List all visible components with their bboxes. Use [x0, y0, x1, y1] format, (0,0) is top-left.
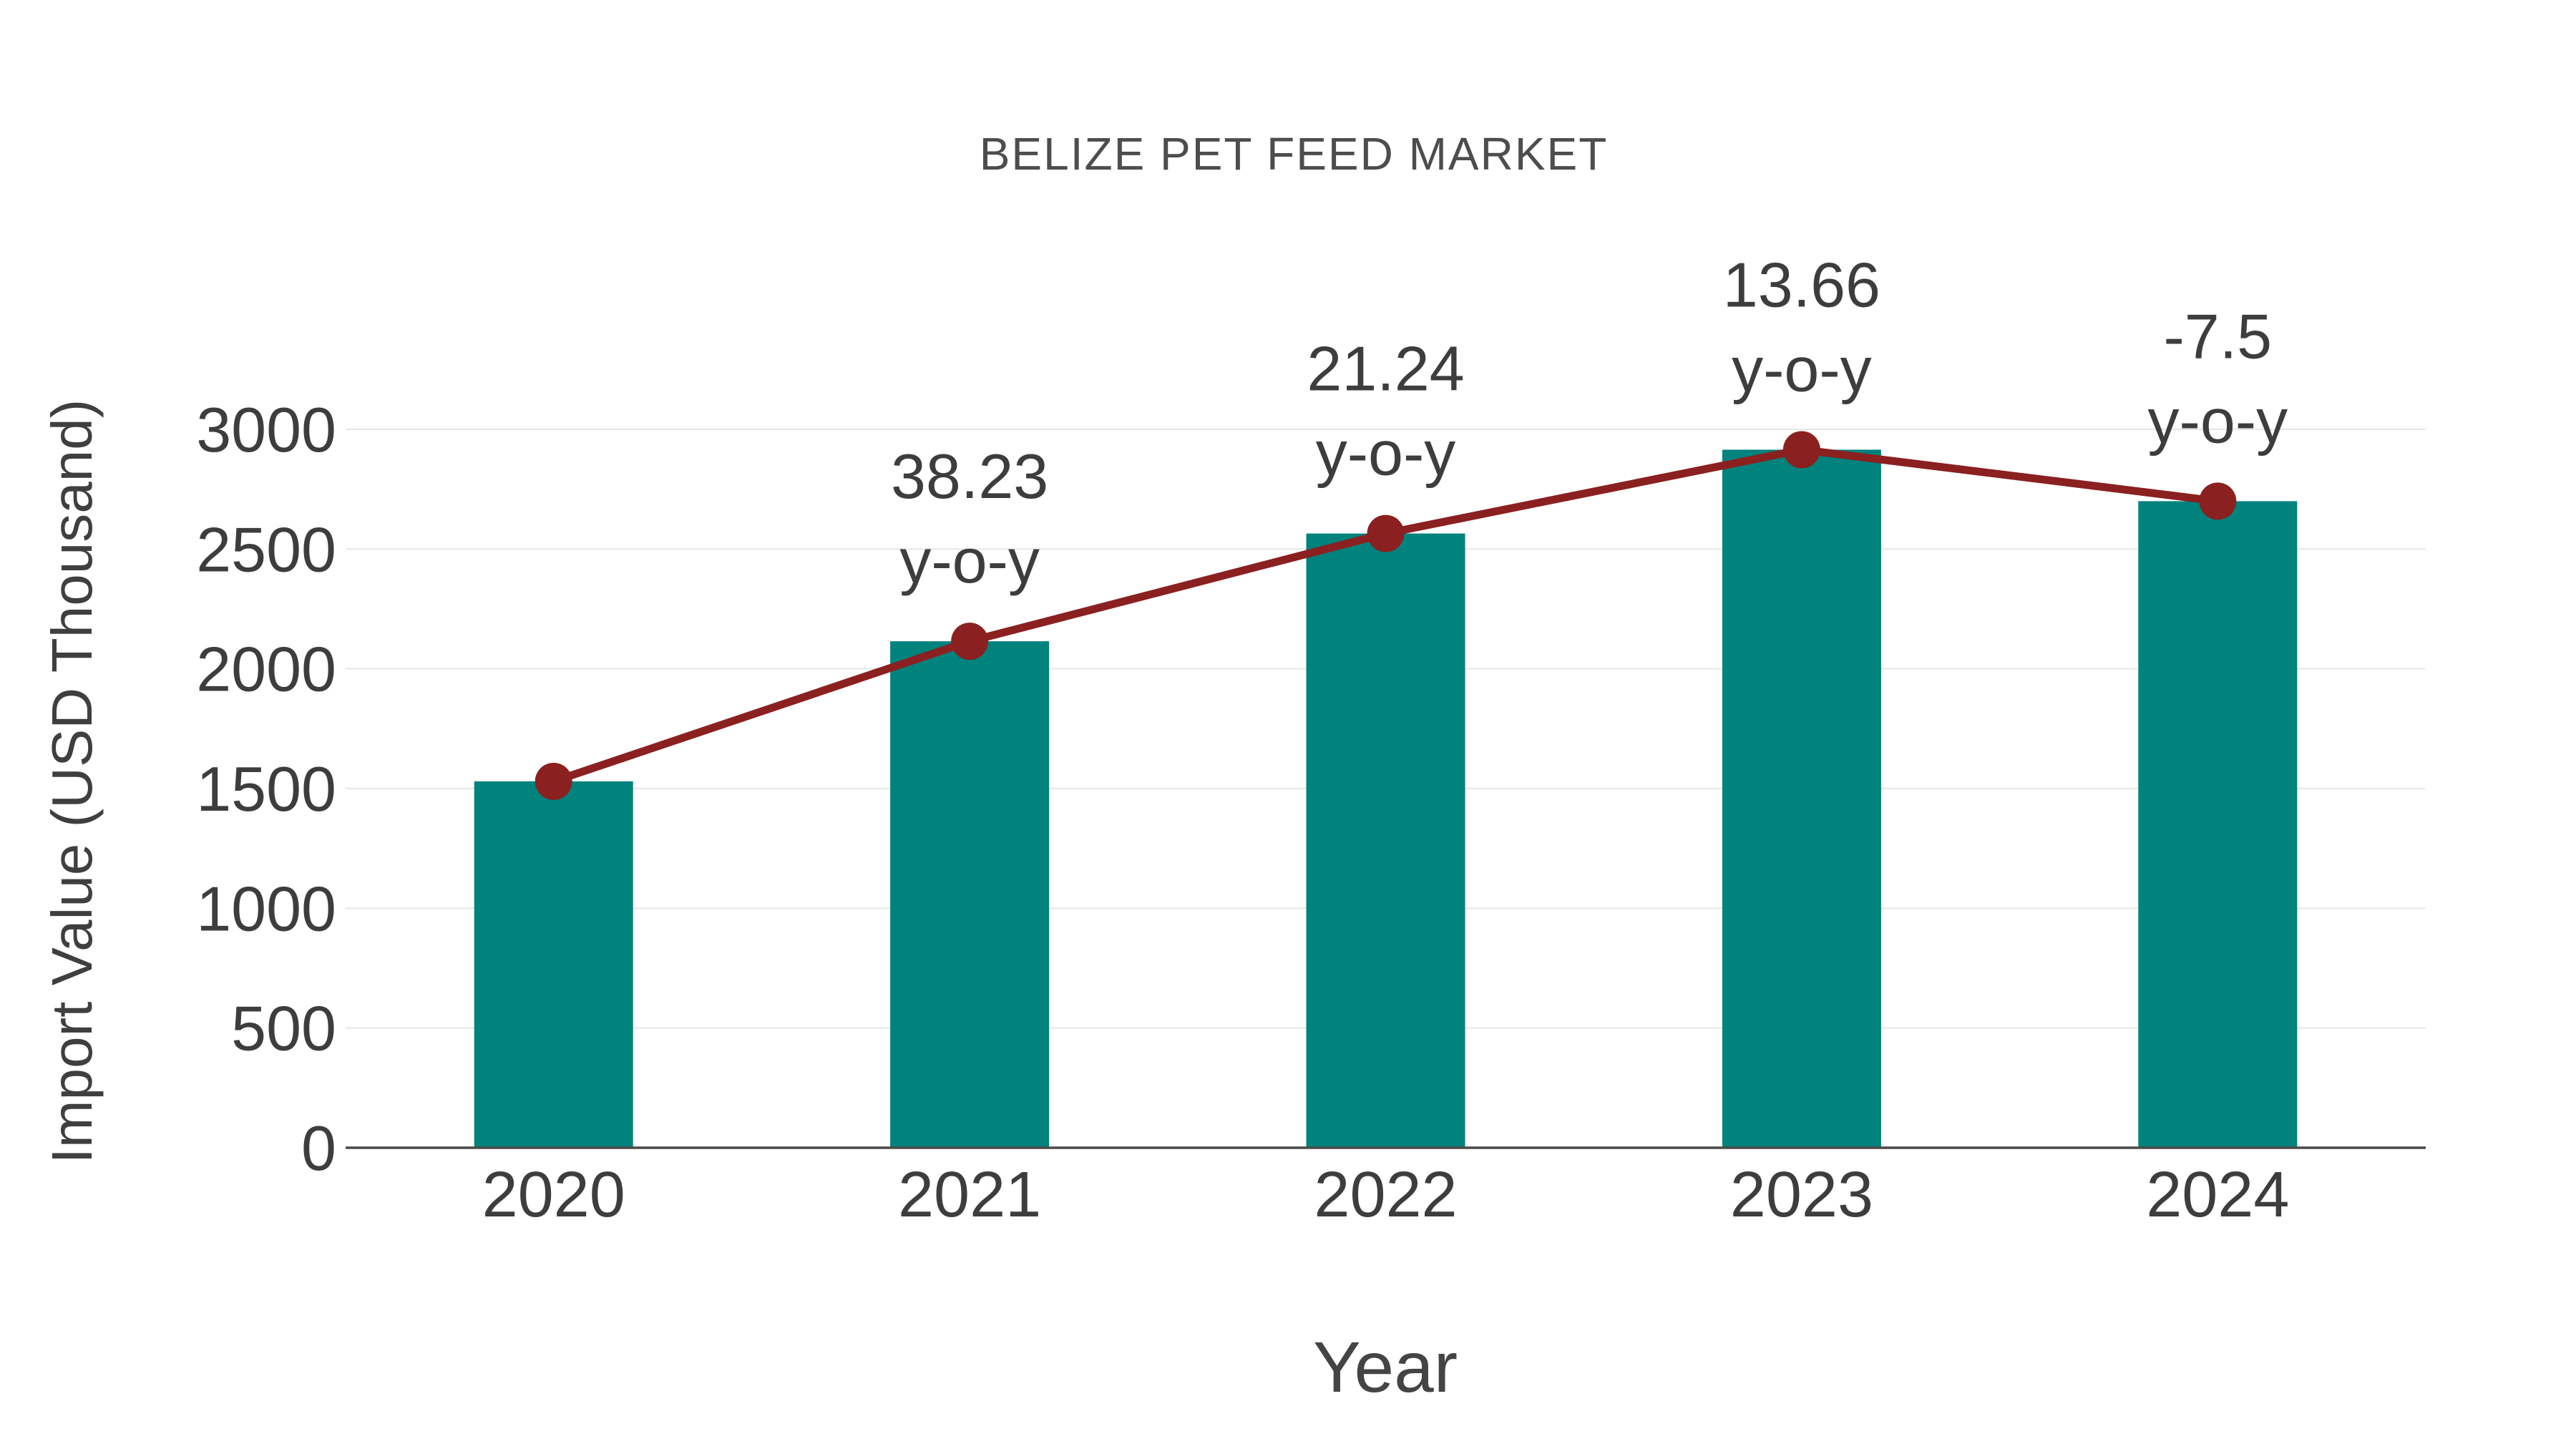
bar-2020	[474, 781, 633, 1148]
annotations-group: 38.23 y-o-y 21.24 y-o-y 13.66 y-o-y -7.5 y-o-y	[891, 249, 2288, 596]
y-tick-label-0: 0	[301, 1113, 336, 1184]
data-point-2022	[1367, 514, 1405, 552]
data-point-2020	[535, 762, 572, 800]
x-tick-label-2023: 2023	[1730, 1159, 1873, 1231]
y-tick-label-2000: 2000	[196, 634, 336, 705]
y-axis-title: Import Value (USD Thousand)	[40, 399, 104, 1164]
annotation-2022: 21.24 y-o-y	[1307, 333, 1464, 489]
y-tick-label-1000: 1000	[196, 873, 336, 944]
x-tick-label-2022: 2022	[1314, 1159, 1457, 1231]
annotation-2024: -7.5 y-o-y	[2148, 301, 2288, 456]
bar-2023	[1722, 449, 1881, 1148]
x-axis-title: Year	[1313, 1327, 1458, 1407]
y-tick-label-2500: 2500	[196, 514, 336, 585]
annotation-value-2022: 21.24	[1307, 333, 1464, 404]
annotation-value-2021: 38.23	[891, 441, 1048, 512]
annotation-unit-2021: y-o-y	[899, 525, 1040, 596]
x-tick-label-2020: 2020	[482, 1159, 625, 1231]
data-point-2023	[1782, 431, 1820, 469]
data-point-2024	[2199, 482, 2237, 520]
y-tick-label-1500: 1500	[196, 753, 336, 824]
annotation-unit-2022: y-o-y	[1316, 418, 1456, 489]
annotation-value-2024: -7.5	[2163, 301, 2272, 371]
bar-2024	[2138, 501, 2298, 1148]
trend-line-group	[535, 431, 2237, 800]
annotation-2021: 38.23 y-o-y	[891, 441, 1048, 596]
bar-2022	[1306, 533, 1465, 1148]
y-tick-label-3000: 3000	[196, 394, 336, 465]
y-tick-label-500: 500	[231, 993, 336, 1064]
bars-group	[474, 449, 2298, 1148]
annotation-unit-2024: y-o-y	[2148, 385, 2288, 456]
y-axis-tick-labels: 0 500 1000 1500 2000 2500 3000	[196, 394, 336, 1184]
data-point-2021	[951, 623, 989, 660]
annotation-value-2023: 13.66	[1723, 249, 1880, 320]
bar-2021	[890, 641, 1050, 1148]
x-tick-label-2024: 2024	[2146, 1159, 2289, 1231]
annotation-2023: 13.66 y-o-y	[1723, 249, 1880, 404]
x-tick-label-2021: 2021	[898, 1159, 1041, 1231]
annotation-unit-2023: y-o-y	[1732, 333, 1872, 404]
chart-title: BELIZE PET FEED MARKET	[980, 128, 1609, 180]
x-axis-tick-labels: 2020 2021 2022 2023 2024	[482, 1159, 2290, 1231]
